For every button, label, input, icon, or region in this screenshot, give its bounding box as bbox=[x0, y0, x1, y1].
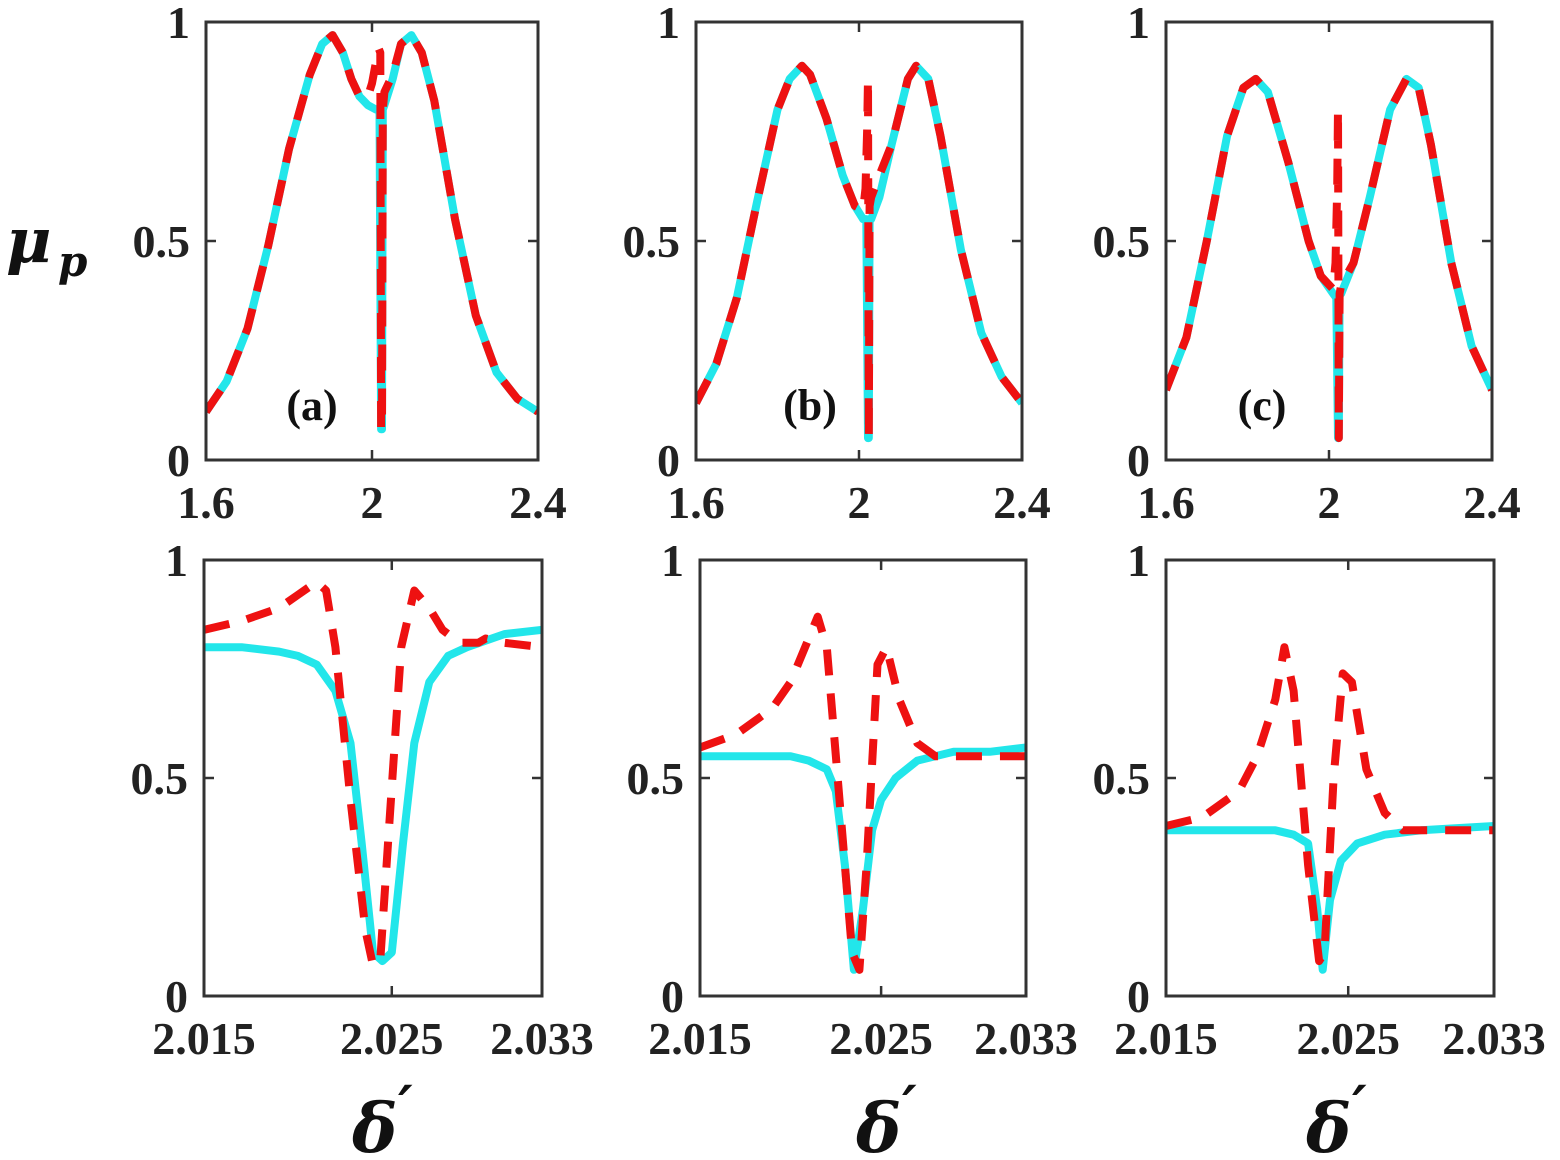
x-axis-label-a-main: δ bbox=[351, 1089, 397, 1160]
y-tick-label: 0 bbox=[1127, 435, 1150, 486]
x-axis-label-c-prime: ′ bbox=[1352, 1074, 1367, 1140]
y-tick-label: 1 bbox=[1127, 0, 1150, 48]
series-group-a-bottom bbox=[204, 577, 542, 970]
y-tick-label: 0.5 bbox=[131, 753, 189, 804]
y-tick-label: 0.5 bbox=[133, 216, 191, 267]
x-tick-label: 2 bbox=[361, 477, 384, 528]
x-tick-label: 2.025 bbox=[1296, 1013, 1400, 1064]
y-tick-label: 1 bbox=[167, 0, 190, 48]
x-axis-label-b-prime: ′ bbox=[902, 1074, 917, 1140]
x-tick-label: 1.6 bbox=[1137, 477, 1195, 528]
panel-b-bottom: 2.015 2.025 2.033 0 0.5 1 bbox=[627, 535, 1078, 1064]
series-dashed-a-bottom bbox=[204, 577, 542, 970]
series-solid-b-top bbox=[696, 61, 1022, 443]
x-axis-label-c: δ ′ bbox=[1305, 1074, 1367, 1160]
series-dashed-b-bottom bbox=[700, 612, 1026, 974]
x-tick-label: 1.6 bbox=[667, 477, 725, 528]
x-tick-label: 2.4 bbox=[509, 477, 567, 528]
panel-c-top: 1.6 2 2.4 0 0.5 1 (c) bbox=[1093, 0, 1521, 528]
y-tick-label: 0 bbox=[167, 435, 190, 486]
series-dashed-a-top bbox=[206, 31, 538, 434]
x-tick-label: 2.015 bbox=[1114, 1013, 1218, 1064]
y-tick-label: 0 bbox=[657, 435, 680, 486]
panel-label-a-top: (a) bbox=[286, 381, 337, 430]
x-axis-label-a-prime: ′ bbox=[398, 1074, 413, 1140]
x-tick-label: 2.4 bbox=[993, 477, 1051, 528]
axes-frame-c-top bbox=[1164, 20, 1494, 462]
x-tick-label: 2 bbox=[1318, 477, 1341, 528]
y-tick-label: 0 bbox=[1127, 971, 1150, 1022]
y-tick-label: 1 bbox=[1127, 535, 1150, 586]
panel-label-c-top: (c) bbox=[1238, 381, 1287, 430]
y-tick-label: 0 bbox=[165, 971, 188, 1022]
x-tick-label: 2.033 bbox=[1442, 1013, 1546, 1064]
series-dashed-b-top bbox=[696, 61, 1022, 443]
series-dashed-c-bottom bbox=[1166, 643, 1494, 966]
x-tick-label: 2.4 bbox=[1463, 477, 1521, 528]
y-axis-label-subscript: p bbox=[58, 237, 87, 286]
panel-label-b-top: (b) bbox=[783, 381, 837, 430]
y-tick-label: 0.5 bbox=[623, 216, 681, 267]
y-tick-label: 0.5 bbox=[627, 753, 685, 804]
series-group-c-top bbox=[1166, 74, 1492, 443]
x-tick-label: 2.033 bbox=[490, 1013, 594, 1064]
series-group-b-bottom bbox=[700, 612, 1026, 974]
series-solid-c-bottom bbox=[1166, 822, 1494, 974]
x-axis-label-b: δ ′ bbox=[855, 1074, 917, 1160]
x-tick-label: 2.015 bbox=[152, 1013, 256, 1064]
y-axis-label-main: μ bbox=[6, 204, 51, 277]
series-group-a-top bbox=[206, 31, 538, 434]
series-solid-c-top bbox=[1166, 74, 1492, 443]
x-tick-label: 2.015 bbox=[648, 1013, 752, 1064]
series-group-b-top bbox=[696, 61, 1022, 443]
x-tick-label: 2 bbox=[848, 477, 871, 528]
y-tick-label: 0 bbox=[661, 971, 684, 1022]
series-solid-a-top bbox=[206, 31, 538, 434]
panel-c-bottom: 2.015 2.025 2.033 0 0.5 1 bbox=[1093, 535, 1546, 1064]
x-tick-label: 1.6 bbox=[177, 477, 235, 528]
series-group-c-bottom bbox=[1166, 643, 1494, 974]
y-tick-label: 0.5 bbox=[1093, 216, 1151, 267]
y-tick-label: 1 bbox=[661, 535, 684, 586]
y-tick-label: 1 bbox=[165, 535, 188, 586]
x-axis-label-a: δ ′ bbox=[351, 1074, 413, 1160]
panel-b-top: 1.6 2 2.4 0 0.5 1 (b) bbox=[623, 0, 1051, 528]
y-tick-label: 0.5 bbox=[1093, 753, 1151, 804]
y-tick-label: 1 bbox=[657, 0, 680, 48]
panel-a-top: 1.6 2 2.4 0 0.5 1 (a) bbox=[133, 0, 567, 528]
x-tick-label: 2.033 bbox=[974, 1013, 1078, 1064]
series-solid-a-bottom bbox=[204, 625, 542, 966]
x-tick-label: 2.025 bbox=[829, 1013, 933, 1064]
x-axis-label-b-main: δ bbox=[855, 1089, 901, 1160]
panels-layer: 1.6 2 2.4 0 0.5 1 (a) 1.6 2 2.4 0 0.5 1 (b) 1.6 2 2.4 0 0.… bbox=[131, 0, 1546, 1064]
x-tick-label: 2.025 bbox=[340, 1013, 444, 1064]
panel-a-bottom: 2.015 2.025 2.033 0 0.5 1 bbox=[131, 535, 594, 1064]
x-axis-label-c-main: δ bbox=[1305, 1089, 1351, 1160]
series-dashed-c-top bbox=[1166, 74, 1492, 443]
y-axis-label: μ p bbox=[6, 204, 87, 286]
